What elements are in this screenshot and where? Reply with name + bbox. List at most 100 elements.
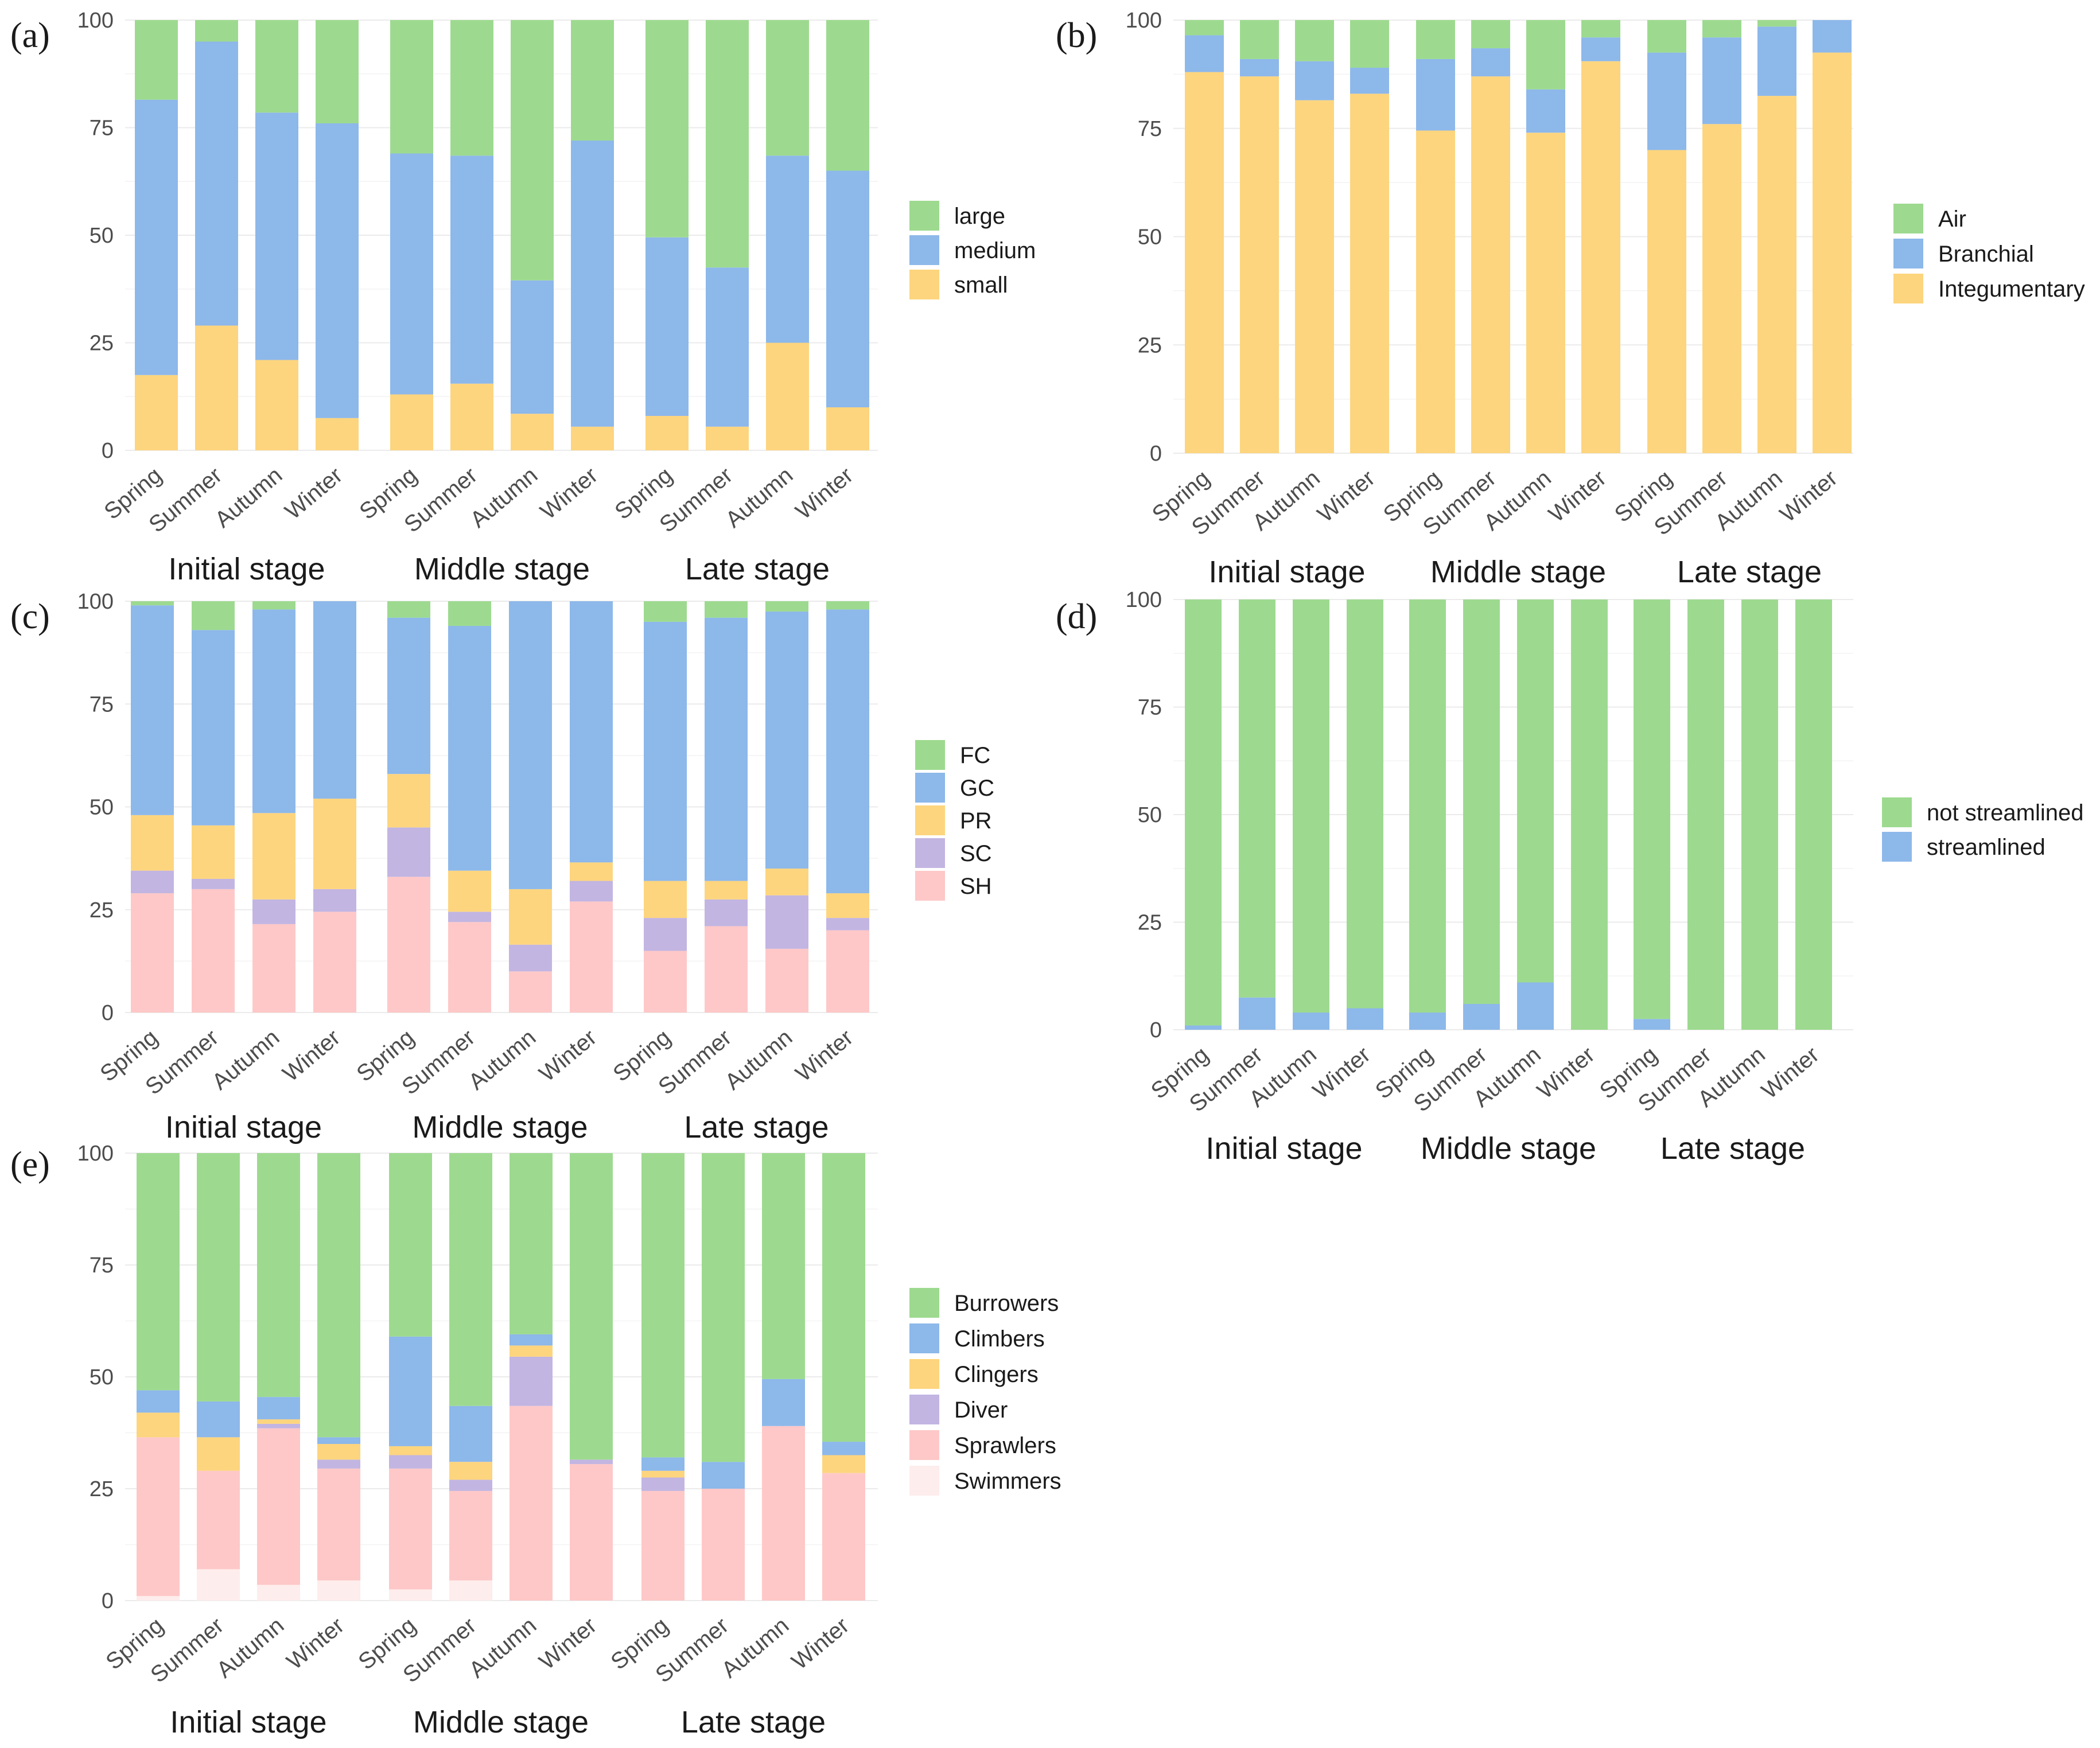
- x-tick-label: Winter: [534, 1025, 601, 1087]
- y-tick-label: 25: [1138, 911, 1162, 935]
- y-tick-label: 50: [1138, 803, 1162, 827]
- bar-segment-swimmers: [137, 1596, 180, 1601]
- bar-segment-sc: [826, 918, 869, 931]
- bar-segment-gc: [387, 617, 430, 774]
- x-tick-label: Winter: [1757, 1042, 1824, 1104]
- x-tick-label: Autumn: [465, 462, 542, 532]
- bar-segment-integumentary: [1647, 150, 1686, 453]
- y-tick-label: 25: [90, 332, 114, 356]
- stage-label: Initial stage: [170, 1705, 326, 1739]
- bar-segment-climbers: [702, 1462, 745, 1489]
- legend-label: small: [954, 272, 1008, 298]
- y-tick-label: 25: [90, 898, 114, 922]
- bar-segment-burrowers: [389, 1153, 432, 1337]
- y-tick-label: 50: [90, 224, 114, 248]
- y-tick-label: 75: [1138, 696, 1162, 720]
- bar-segment-pr: [313, 799, 356, 889]
- bar-segment-large: [645, 20, 689, 238]
- bar-segment-sc: [570, 881, 613, 902]
- bar-segment-burrowers: [702, 1153, 745, 1462]
- bar-segment-sh: [387, 877, 430, 1013]
- stage-label: Late stage: [1660, 1131, 1805, 1166]
- bar-segment-not-streamlined: [1239, 599, 1275, 998]
- x-tick-label: Autumn: [212, 1613, 289, 1683]
- bar-segment-climbers: [197, 1401, 240, 1438]
- bar-segment-swimmers: [257, 1585, 300, 1601]
- bar-segment-gc: [644, 621, 687, 881]
- x-tick-label: Winter: [787, 1613, 854, 1675]
- bar-segment-fc: [252, 601, 295, 610]
- x-tick-label: Autumn: [464, 1613, 541, 1683]
- bar-segment-sh: [705, 926, 748, 1013]
- legend-swatch: [915, 871, 945, 901]
- bar-segment-medium: [316, 123, 359, 418]
- bar-segment-not-streamlined: [1634, 599, 1670, 1019]
- bar-segment-large: [706, 20, 749, 268]
- panel-label: (d): [1056, 597, 1097, 636]
- bar-segment-small: [255, 360, 298, 450]
- bar-segment-sh: [509, 971, 552, 1013]
- bar-segment-small: [766, 342, 809, 450]
- legend-label: SH: [960, 874, 992, 899]
- bar-segment-not-streamlined: [1185, 599, 1222, 1026]
- bar-segment-sh: [765, 948, 808, 1013]
- stage-label: Late stage: [685, 552, 830, 586]
- bar-segment-fc: [192, 601, 235, 630]
- bar-segment-medium: [511, 280, 554, 414]
- bar-segment-diver: [317, 1459, 360, 1469]
- bar-segment-sc: [131, 870, 174, 894]
- bar-segment-climbers: [762, 1379, 805, 1426]
- legend-swatch: [1882, 797, 1912, 827]
- x-tick-label: Autumn: [464, 1025, 540, 1095]
- bar-segment-pr: [509, 889, 552, 945]
- legend-label: Integumentary: [1938, 277, 2085, 302]
- bar-segment-branchial: [1295, 61, 1334, 100]
- x-tick-label: Winter: [791, 1025, 858, 1087]
- bar-segment-sc: [705, 899, 748, 926]
- bar-segment-clingers: [317, 1444, 360, 1460]
- x-tick-label: Autumn: [210, 462, 287, 532]
- bar-segment-sprawlers: [449, 1490, 492, 1580]
- bar-segment-medium: [645, 237, 689, 416]
- bar-segment-integumentary: [1295, 100, 1334, 454]
- x-tick-label: Autumn: [207, 1025, 284, 1095]
- stage-label: Middle stage: [412, 1110, 588, 1144]
- bar-segment-streamlined: [1293, 1013, 1329, 1030]
- bar-segment-not-streamlined: [1517, 599, 1554, 983]
- bar-segment-not-streamlined: [1571, 599, 1608, 1030]
- bar-segment-burrowers: [137, 1153, 180, 1391]
- bar-segment-branchial: [1471, 48, 1510, 77]
- y-tick-label: 50: [90, 1365, 114, 1389]
- bar-segment-integumentary: [1702, 124, 1741, 453]
- bar-segment-pr: [644, 881, 687, 918]
- legend-label: Climbers: [954, 1326, 1045, 1352]
- stage-label: Middle stage: [1430, 555, 1606, 589]
- bar-segment-branchial: [1350, 68, 1389, 94]
- bar-segment-climbers: [389, 1336, 432, 1446]
- legend-label: Burrowers: [954, 1291, 1059, 1316]
- bar-segment-swimmers: [317, 1580, 360, 1601]
- bar-segment-not-streamlined: [1687, 599, 1724, 1030]
- bar-segment-diver: [257, 1423, 300, 1428]
- legend-swatch: [915, 805, 945, 835]
- bar-segment-pr: [765, 869, 808, 896]
- bar-segment-branchial: [1757, 26, 1796, 96]
- legend-label: PR: [960, 808, 992, 834]
- bar-segment-swimmers: [389, 1589, 432, 1601]
- legend-swatch: [909, 1430, 939, 1460]
- legend-swatch: [909, 1466, 939, 1496]
- legend-swatch: [1893, 239, 1923, 268]
- y-tick-label: 0: [1150, 1018, 1162, 1042]
- bar-segment-burrowers: [317, 1153, 360, 1438]
- bar-segment-streamlined: [1239, 997, 1275, 1030]
- y-tick-label: 75: [1138, 117, 1162, 141]
- bar-segment-burrowers: [822, 1153, 865, 1442]
- bar-segment-small: [511, 414, 554, 450]
- y-tick-label: 75: [90, 1253, 114, 1278]
- stage-label: Late stage: [684, 1110, 829, 1144]
- bar-segment-fc: [644, 601, 687, 622]
- bar-segment-sc: [509, 944, 552, 972]
- x-tick-label: Autumn: [720, 1025, 797, 1095]
- x-tick-label: Autumn: [721, 462, 798, 532]
